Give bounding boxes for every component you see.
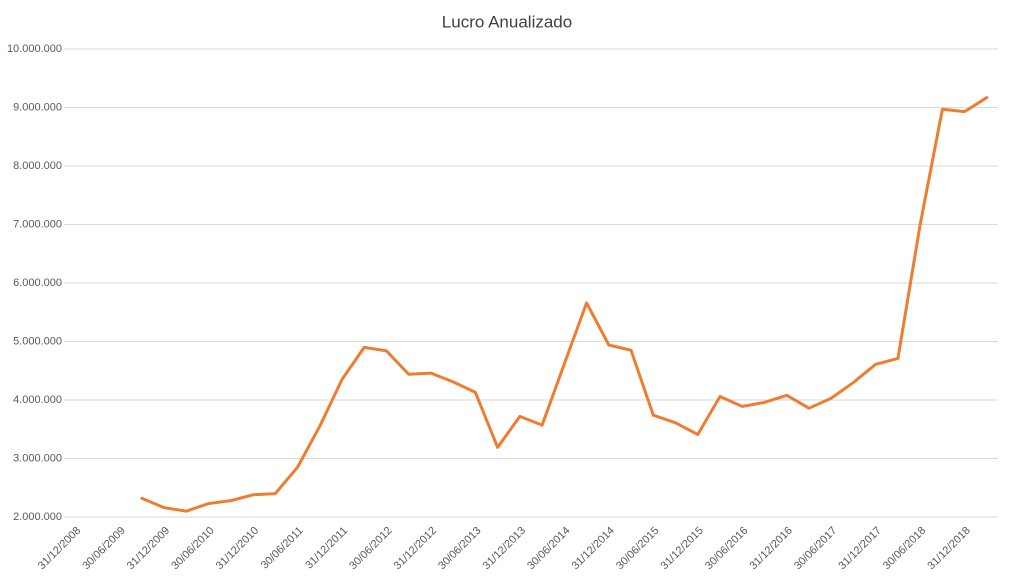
x-tick-label: 30/06/2014 bbox=[525, 525, 572, 572]
x-tick-label: 30/06/2012 bbox=[347, 525, 394, 572]
x-tick-label: 31/12/2014 bbox=[570, 525, 617, 572]
x-tick-label: 31/12/2018 bbox=[925, 525, 972, 572]
x-tick-label: 31/12/2012 bbox=[392, 525, 439, 572]
x-tick-label: 31/12/2015 bbox=[659, 525, 706, 572]
x-tick-label: 30/06/2011 bbox=[259, 525, 306, 572]
line bbox=[140, 96, 989, 513]
x-tick-label: 31/12/2016 bbox=[747, 525, 794, 572]
x-tick-label: 30/06/2018 bbox=[881, 525, 928, 572]
y-tick-label: 2.000.000 bbox=[13, 511, 62, 523]
x-tick-label: 30/06/2015 bbox=[614, 525, 661, 572]
x-tick-label: 30/06/2009 bbox=[80, 525, 127, 572]
y-tick-label: 8.000.000 bbox=[13, 160, 62, 172]
x-tick-label: 31/12/2011 bbox=[303, 525, 350, 572]
y-tick-label: 6.000.000 bbox=[13, 277, 62, 289]
y-tick-label: 4.000.000 bbox=[13, 394, 62, 406]
y-tick-label: 7.000.000 bbox=[13, 218, 62, 230]
x-tick-label: 30/06/2016 bbox=[703, 525, 750, 572]
y-tick-label: 9.000.000 bbox=[13, 101, 62, 113]
x-tick-label: 31/12/2017 bbox=[836, 525, 883, 572]
x-tick-label: 31/12/2009 bbox=[125, 525, 172, 572]
x-tick-label: 31/12/2013 bbox=[481, 525, 528, 572]
x-tick-label: 30/06/2010 bbox=[169, 525, 216, 572]
chart-title: Lucro Anualizado bbox=[442, 12, 572, 31]
y-tick-label: 10.000.000 bbox=[7, 43, 62, 55]
x-tick-label: 30/06/2017 bbox=[792, 525, 839, 572]
y-tick-label: 5.000.000 bbox=[13, 335, 62, 347]
x-tick-label: 30/06/2013 bbox=[436, 525, 483, 572]
y-tick-label: 3.000.000 bbox=[13, 452, 62, 464]
x-tick-label: 31/12/2010 bbox=[214, 525, 261, 572]
x-tick-label: 31/12/2008 bbox=[36, 525, 83, 572]
